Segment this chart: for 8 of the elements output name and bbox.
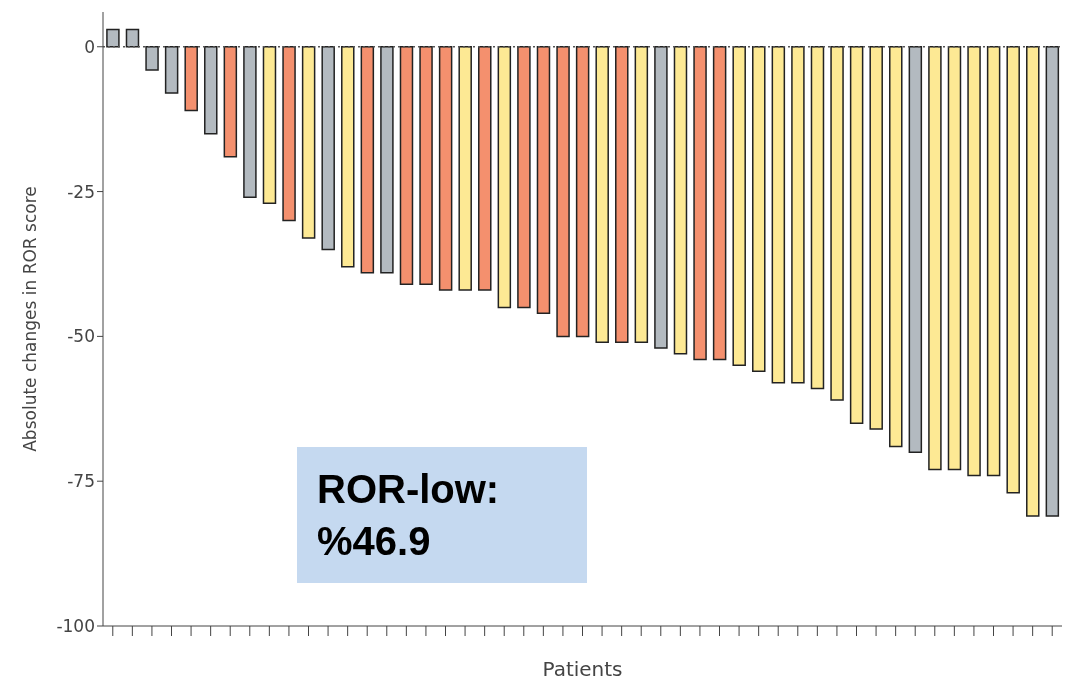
y-tick-label: -100 <box>56 616 95 637</box>
y-tick-label: -50 <box>67 326 95 347</box>
x-axis-title: Patients <box>542 657 623 681</box>
y-tick-label: -25 <box>67 181 95 202</box>
y-tick-label: 0 <box>84 36 95 57</box>
y-axis-title: Absolute changes in ROR score <box>20 186 41 452</box>
y-tick-label: -75 <box>67 471 95 492</box>
annotation: ROR-low: %46.9 <box>297 447 587 583</box>
